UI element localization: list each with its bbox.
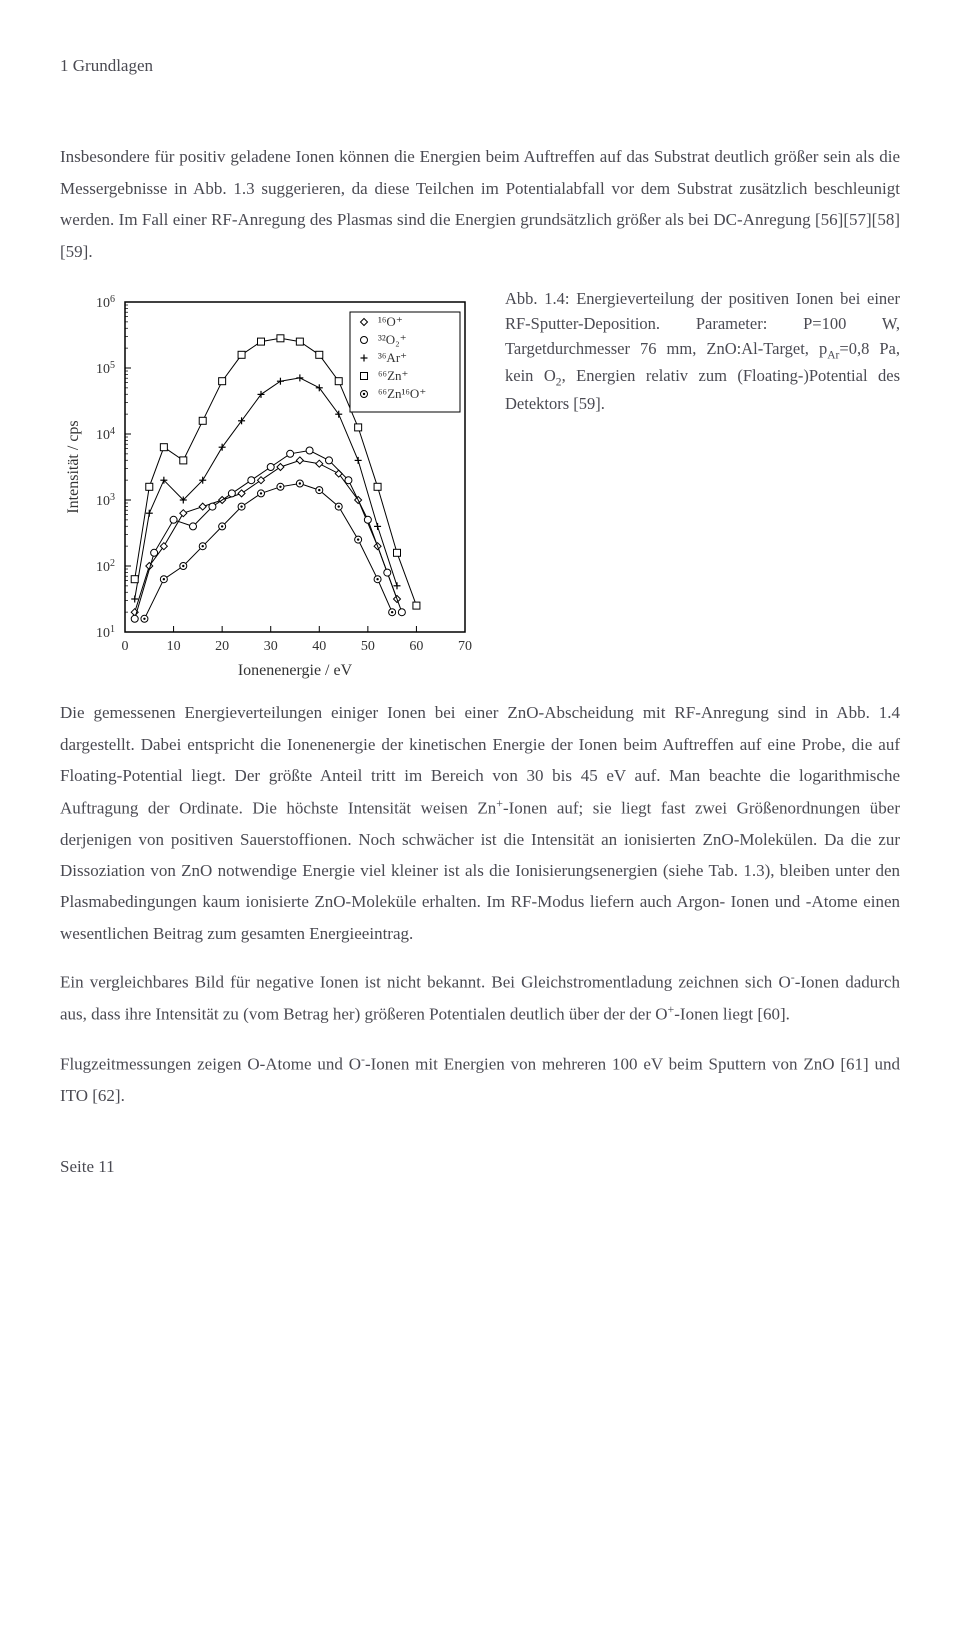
paragraph-2: Die gemessenen Energieverteilungen einig… (60, 697, 900, 949)
svg-text:30: 30 (264, 639, 278, 654)
p4-text-a: Flugzeitmessungen zeigen O-Atome und O (60, 1054, 361, 1073)
svg-text:106: 106 (96, 294, 115, 312)
p3-text-a: Ein vergleichbares Bild für negative Ion… (60, 973, 791, 992)
figure-caption: Abb. 1.4: Energieverteilung der positive… (480, 287, 900, 416)
svg-text:20: 20 (215, 639, 229, 654)
figure-1-4: 010203040506070101102103104105106Ionenen… (60, 287, 900, 667)
page-header: 1 Grundlagen (60, 50, 900, 81)
svg-text:0: 0 (122, 639, 129, 654)
svg-text:¹⁶O⁺: ¹⁶O⁺ (378, 314, 403, 329)
p3-text-c: -Ionen liegt [60]. (674, 1005, 790, 1024)
paragraph-1: Insbesondere für positiv geladene Ionen … (60, 141, 900, 267)
svg-text:Ionenenergie / eV: Ionenenergie / eV (238, 662, 353, 679)
svg-text:³²O₂⁺: ³²O₂⁺ (378, 332, 407, 347)
svg-text:102: 102 (96, 558, 115, 576)
svg-text:⁶⁶Zn¹⁶O⁺: ⁶⁶Zn¹⁶O⁺ (378, 386, 426, 401)
svg-text:60: 60 (409, 639, 423, 654)
paragraph-3: Ein vergleichbares Bild für negative Ion… (60, 966, 900, 1030)
svg-text:10: 10 (167, 639, 181, 654)
svg-text:³⁶Ar⁺: ³⁶Ar⁺ (378, 350, 407, 365)
figcap-text-3: , Energien relativ zum (Floating-)Potent… (505, 366, 900, 413)
svg-text:101: 101 (96, 624, 115, 642)
p2-text-b: -Ionen auf; sie liegt fast zwei Größenor… (60, 798, 900, 943)
svg-text:70: 70 (458, 639, 472, 654)
svg-text:103: 103 (96, 492, 115, 510)
figcap-ar-sub: Ar (827, 349, 839, 361)
svg-text:40: 40 (312, 639, 326, 654)
paragraph-4: Flugzeitmessungen zeigen O-Atome und O--… (60, 1048, 900, 1112)
svg-text:104: 104 (96, 426, 115, 444)
energy-distribution-chart: 010203040506070101102103104105106Ionenen… (60, 287, 480, 667)
page-footer: Seite 11 (60, 1151, 900, 1182)
svg-text:50: 50 (361, 639, 375, 654)
zn-plus-sup: + (496, 796, 503, 810)
svg-text:105: 105 (96, 360, 115, 378)
svg-text:⁶⁶Zn⁺: ⁶⁶Zn⁺ (378, 368, 408, 383)
svg-text:Intensität / cps: Intensität / cps (65, 421, 82, 514)
